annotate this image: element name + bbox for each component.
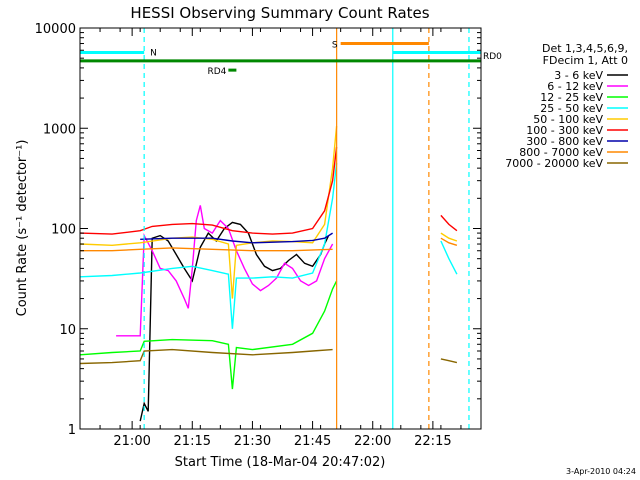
flag-label-3: S: [332, 41, 338, 51]
y-tick-label: 10000: [35, 22, 76, 37]
series-line-8: [80, 237, 458, 252]
x-axis-label: Start Time (18-Mar-04 20:47:02): [175, 455, 386, 470]
series-line-4: [79, 162, 458, 329]
y-tick-label: 100: [51, 223, 76, 238]
legend-label-3: 12 - 25 keV: [540, 91, 603, 104]
x-tick-label: 21:45: [294, 434, 331, 449]
legend-label-7: 300 - 800 keV: [526, 135, 603, 148]
y-tick-label: 10: [59, 323, 76, 338]
legend: Det 1,3,4,5,6,9,FDecim 1, Att 0 3 - 6 keV…: [505, 42, 628, 170]
marker-layer: [143, 28, 470, 429]
series-layer: [79, 126, 458, 422]
flag-label-5: RD4: [207, 67, 226, 77]
x-tick-label: 21:15: [174, 434, 211, 449]
y-axis-label: Count Rate (s⁻¹ detector⁻¹): [15, 140, 30, 317]
legend-label-4: 25 - 50 keV: [540, 102, 603, 115]
legend-label-8: 800 - 7000 keV: [519, 146, 603, 159]
series-line-7: [140, 232, 333, 244]
series-line-3: [79, 280, 338, 390]
chart-title: HESSI Observing Summary Count Rates: [130, 4, 429, 22]
y-tick-label: 1000: [43, 122, 76, 137]
legend-label-2: 6 - 12 keV: [547, 80, 603, 93]
flag-label-1: N: [150, 48, 157, 58]
series-line-5: [79, 126, 458, 299]
tick-layer: 21:00 21:15 21:30 21:45 22:00 22:15 1 10 100 1000…: [35, 22, 482, 449]
footer-date: 3-Apr-2010 04:24: [566, 467, 636, 476]
series-line-9: [79, 348, 458, 365]
legend-label-1: 3 - 6 keV: [554, 69, 603, 82]
y-tick-label: 1: [68, 423, 76, 438]
series-line-1: [139, 221, 330, 422]
legend-label-5: 50 - 100 keV: [533, 113, 603, 126]
legend-header-2: FDecim 1, Att 0: [543, 54, 628, 67]
legend-label-9: 7000 - 20000 keV: [505, 157, 603, 170]
x-tick-label: 22:15: [414, 434, 451, 449]
flag-label-4: RD0: [483, 52, 502, 62]
legend-header-1: Det 1,3,4,5,6,9,: [542, 42, 628, 55]
x-tick-label: 21:00: [113, 434, 150, 449]
x-tick-label: 21:30: [234, 434, 271, 449]
flag-layer: N S RD0 RD4: [80, 41, 502, 77]
x-tick-label: 22:00: [354, 434, 391, 449]
legend-label-6: 100 - 300 keV: [526, 124, 603, 137]
